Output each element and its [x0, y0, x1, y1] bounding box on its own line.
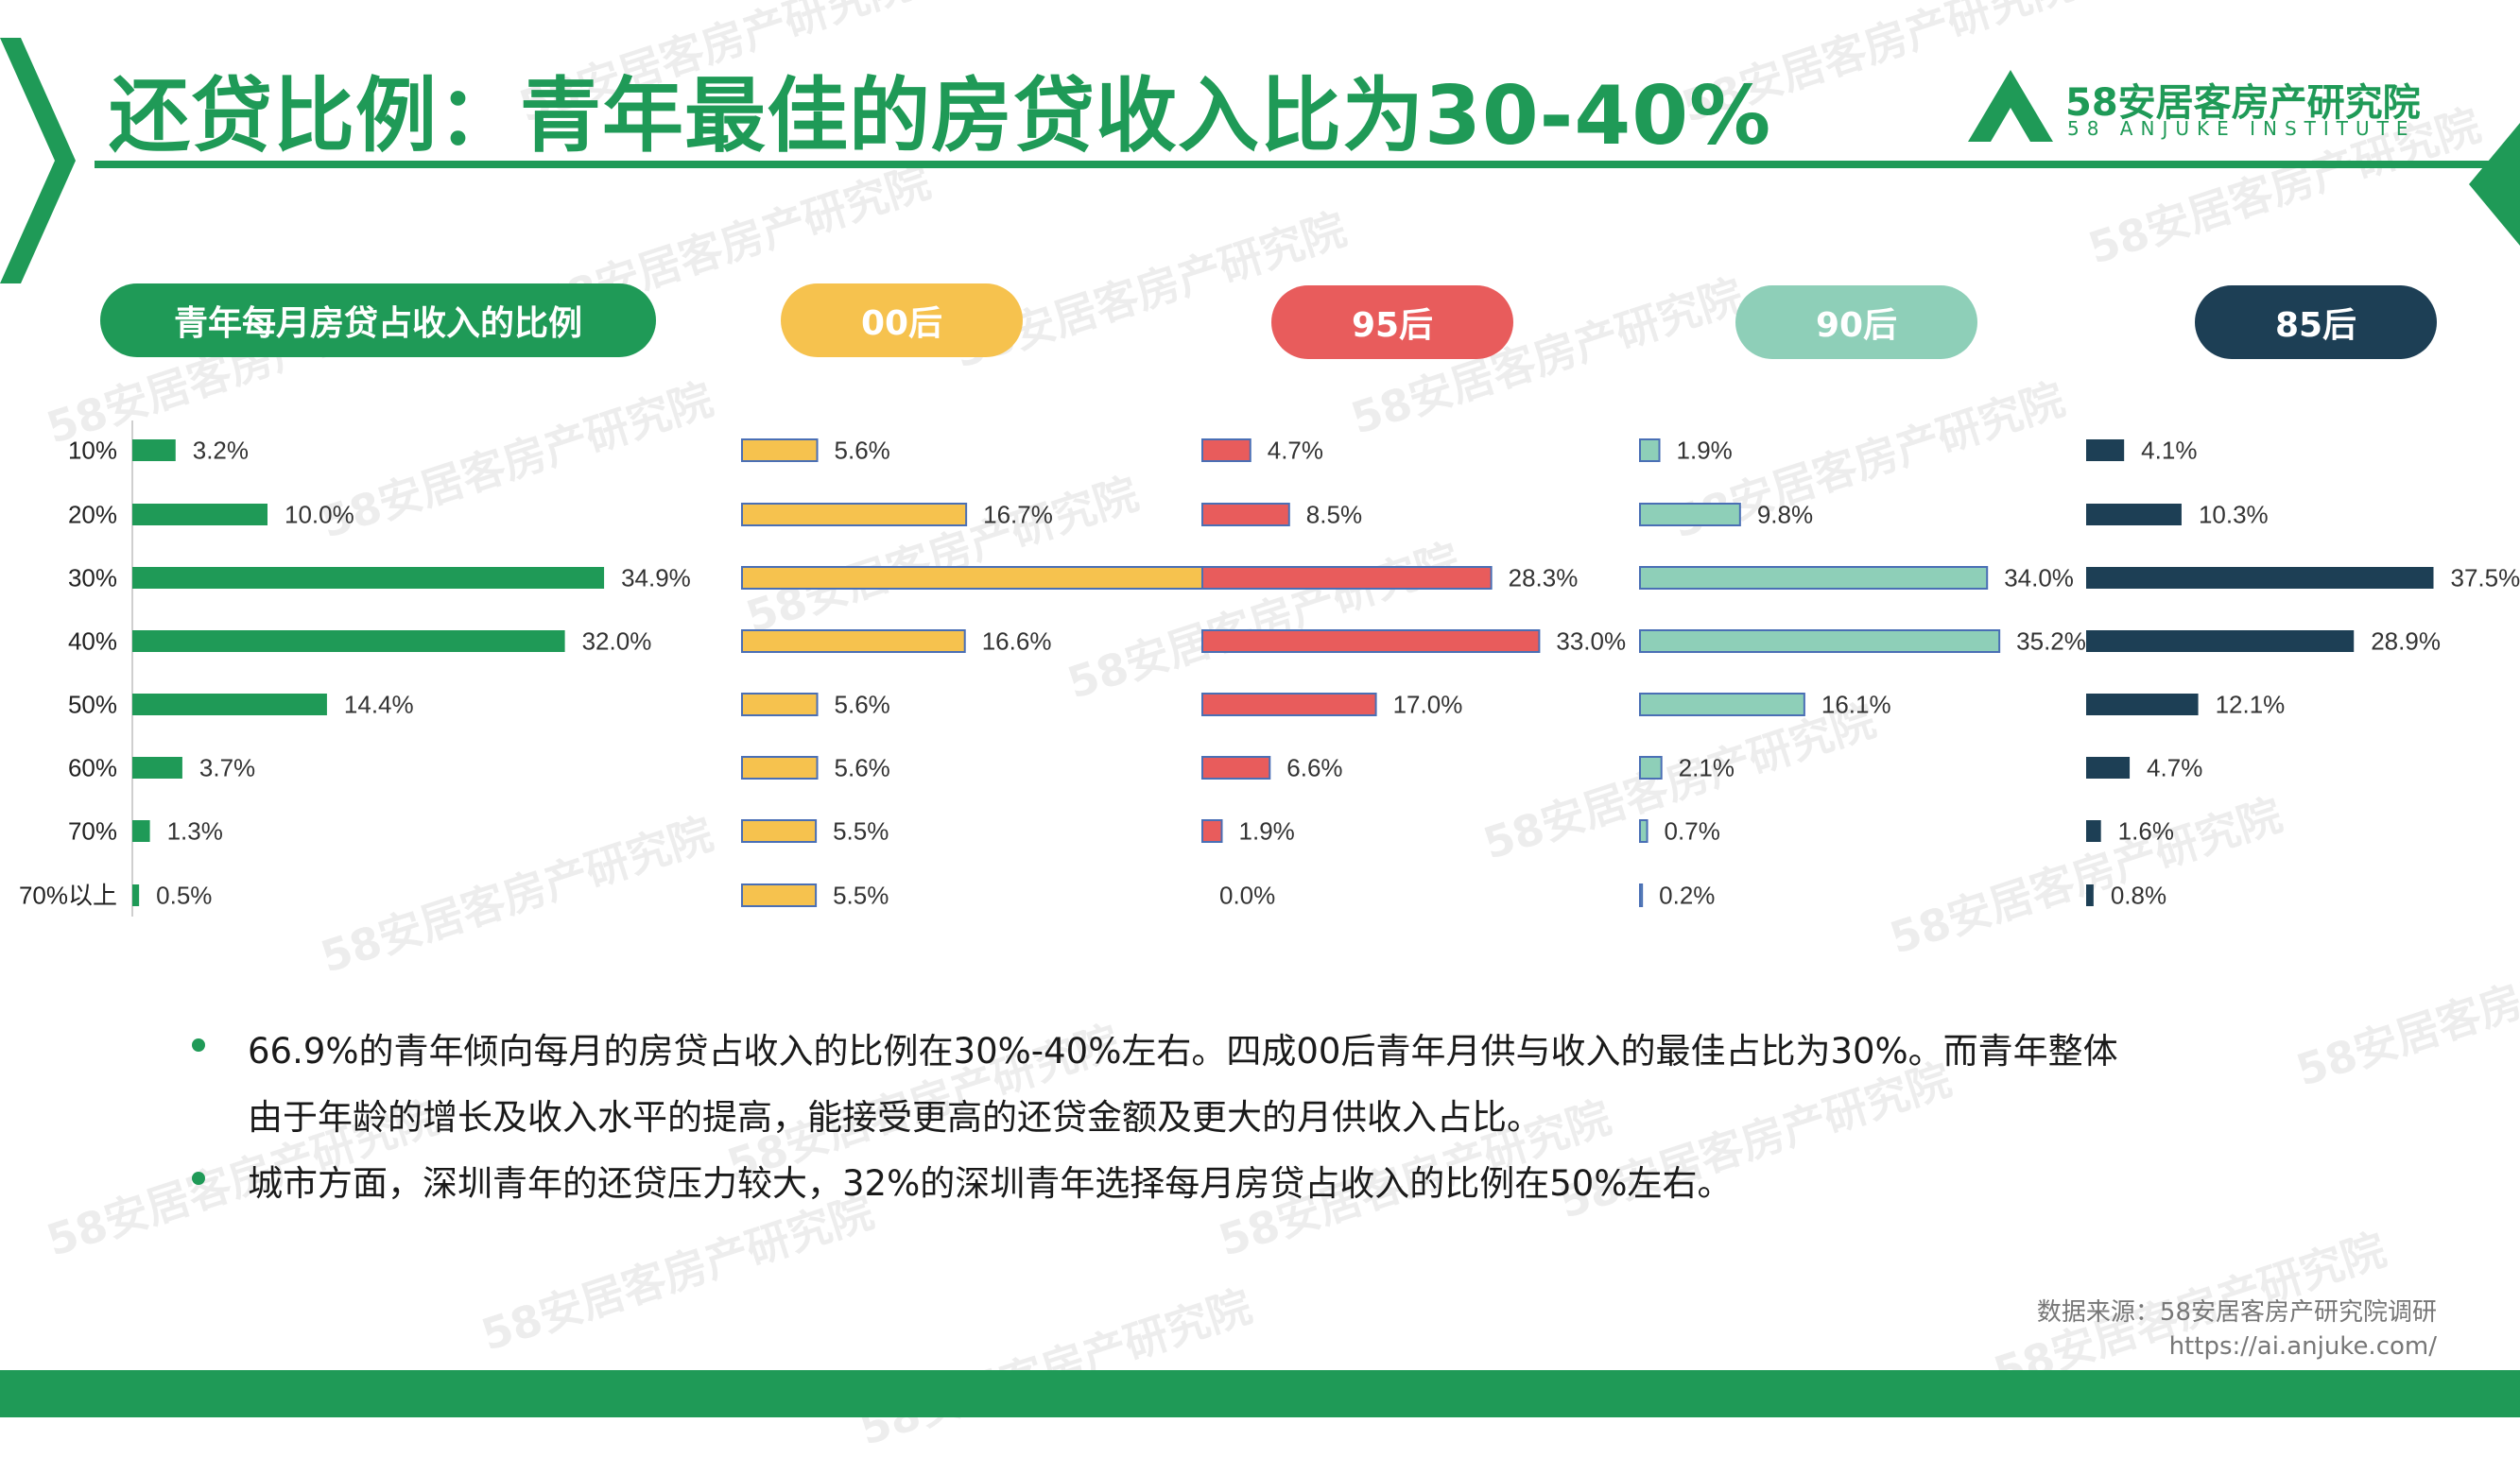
data-label: 0.0%	[1219, 882, 1275, 910]
data-label: 8.5%	[1306, 501, 1362, 529]
data-label: 0.2%	[1659, 882, 1715, 910]
data-label: 5.6%	[835, 691, 890, 719]
bar	[2086, 439, 2124, 461]
bullet-dot	[192, 1172, 205, 1185]
bar	[2086, 884, 2094, 906]
data-label: 16.6%	[982, 627, 1052, 656]
data-label: 10.0%	[285, 501, 354, 529]
category-label: 70%	[68, 817, 117, 846]
data-label: 1.6%	[2118, 817, 2174, 846]
bar	[1202, 820, 1222, 842]
bar	[2086, 630, 2354, 652]
bar	[742, 439, 818, 461]
data-label: 5.5%	[833, 817, 889, 846]
data-label: 0.5%	[156, 882, 212, 910]
bar	[742, 567, 1264, 589]
category-label: 40%	[68, 627, 117, 656]
watermark-text: 58安居客房产研究院	[851, 1272, 1258, 1457]
bar	[132, 694, 327, 715]
bar	[1202, 504, 1289, 525]
bar	[132, 439, 176, 461]
bar	[1202, 694, 1376, 715]
bullet-1-line-1: 66.9%的青年倾向每月的房贷占收入的比例在30%-40%左右。四成00后青年月…	[248, 1019, 2118, 1085]
category-label: 30%	[68, 564, 117, 592]
data-label: 37.5%	[2451, 564, 2520, 592]
bar	[1640, 567, 1987, 589]
category-label: 60%	[68, 754, 117, 782]
data-label: 1.9%	[1677, 437, 1733, 465]
data-label: 5.5%	[833, 882, 889, 910]
bar	[2086, 694, 2199, 715]
data-label: 35.2%	[2016, 627, 2086, 656]
bar	[2086, 567, 2434, 589]
data-label: 9.8%	[1757, 501, 1813, 529]
data-label: 3.7%	[199, 754, 255, 782]
bullet-2: 城市方面，深圳青年的还贷压力较大，32%的深圳青年选择每月房贷占收入的比例在50…	[248, 1151, 1732, 1217]
data-label: 2.1%	[1679, 754, 1735, 782]
bar	[2086, 504, 2182, 525]
data-label: 12.1%	[2216, 691, 2286, 719]
data-label: 16.1%	[1821, 691, 1891, 719]
data-label: 4.7%	[2147, 754, 2202, 782]
data-label: 4.7%	[1268, 437, 1323, 465]
category-label: 70%以上	[19, 882, 117, 910]
data-label: 32.0%	[582, 627, 652, 656]
source-url: https://ai.anjuke.com/	[2169, 1332, 2437, 1361]
bar	[742, 884, 816, 906]
data-label: 5.6%	[835, 437, 890, 465]
bar	[742, 820, 816, 842]
data-label: 10.3%	[2199, 501, 2269, 529]
source-label: 数据来源：58安居客房产研究院调研	[2037, 1293, 2437, 1328]
bar	[1640, 757, 1662, 779]
data-label: 0.7%	[1665, 817, 1720, 846]
data-label: 33.0%	[1556, 627, 1626, 656]
bar	[132, 567, 604, 589]
data-label: 6.6%	[1286, 754, 1342, 782]
category-label: 20%	[68, 501, 117, 529]
bar	[132, 504, 268, 525]
bullet-dot	[192, 1038, 205, 1052]
bar	[742, 630, 965, 652]
bar	[132, 757, 182, 779]
bar	[1640, 630, 1999, 652]
bar	[132, 820, 150, 842]
bar	[1202, 630, 1539, 652]
bar-charts: 10% 20% 30% 40% 50% 60% 70% 70%以上 3.2% 10.0% 34.9%…	[0, 0, 2520, 945]
data-label: 0.8%	[2111, 882, 2166, 910]
bar	[1640, 884, 1642, 906]
data-label: 4.1%	[2141, 437, 2197, 465]
data-label: 14.4%	[344, 691, 414, 719]
data-label: 34.0%	[2004, 564, 2074, 592]
category-label: 50%	[68, 691, 117, 719]
bar	[132, 630, 565, 652]
bar	[2086, 757, 2130, 779]
data-label: 28.9%	[2371, 627, 2441, 656]
data-label: 34.9%	[621, 564, 691, 592]
data-label: 1.3%	[167, 817, 223, 846]
bar	[1640, 694, 1804, 715]
bar	[132, 884, 139, 906]
bar	[2086, 820, 2101, 842]
data-label: 1.9%	[1239, 817, 1295, 846]
bar	[742, 504, 966, 525]
bullet-1-line-2: 由于年龄的增长及收入水平的提高，能接受更高的还贷金额及更大的月供收入占比。	[248, 1085, 1542, 1151]
footer-bar	[0, 1370, 2520, 1417]
bar	[1202, 439, 1251, 461]
data-label: 28.3%	[1509, 564, 1579, 592]
bar	[742, 694, 818, 715]
data-label: 17.0%	[1393, 691, 1463, 719]
category-label: 10%	[68, 437, 117, 465]
data-label: 3.2%	[193, 437, 249, 465]
bar	[742, 757, 818, 779]
bar	[1640, 439, 1660, 461]
bar	[1640, 820, 1648, 842]
data-label: 5.6%	[835, 754, 890, 782]
bar	[1202, 757, 1269, 779]
data-label: 16.7%	[983, 501, 1053, 529]
bar	[1202, 567, 1492, 589]
bar	[1640, 504, 1740, 525]
